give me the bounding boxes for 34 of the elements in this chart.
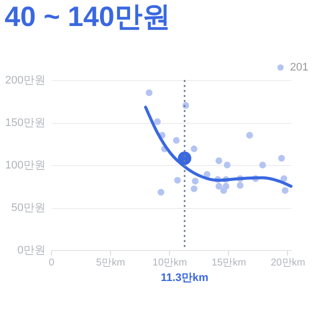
point [190, 185, 198, 192]
y-tick-label: 150만원 [5, 117, 46, 129]
y-tick-label: 0만원 [17, 244, 46, 256]
x-tick-label: 20만km [270, 258, 306, 268]
chart-title: 40 ~ 140만원 [4, 1, 170, 32]
point [192, 178, 199, 184]
x-tick-label: 10만km [152, 258, 187, 268]
ref-line-label: 11.3만km [160, 272, 209, 284]
point [178, 152, 192, 165]
point [172, 137, 180, 144]
point [236, 182, 244, 189]
point [174, 176, 181, 184]
x-tick-label: 5만km [96, 258, 126, 268]
legend-label: 201 [290, 62, 308, 74]
line-series [144, 106, 292, 188]
point [158, 188, 164, 196]
point [216, 157, 222, 164]
point [278, 154, 285, 162]
point [224, 162, 231, 168]
y-tick-label: 100만원 [5, 160, 46, 172]
x-tick-label: 15만km [212, 258, 246, 268]
y-tick-label: 50만원 [11, 202, 46, 214]
point [190, 146, 198, 152]
point [216, 182, 222, 190]
point [282, 187, 288, 194]
point [220, 187, 227, 194]
point [259, 162, 266, 168]
point [146, 89, 152, 96]
y-tick-label: 200만원 [5, 74, 46, 86]
x-tick-label: 0 [48, 258, 55, 268]
point [154, 118, 161, 125]
point [204, 171, 210, 178]
point [280, 175, 288, 182]
point [246, 132, 253, 139]
